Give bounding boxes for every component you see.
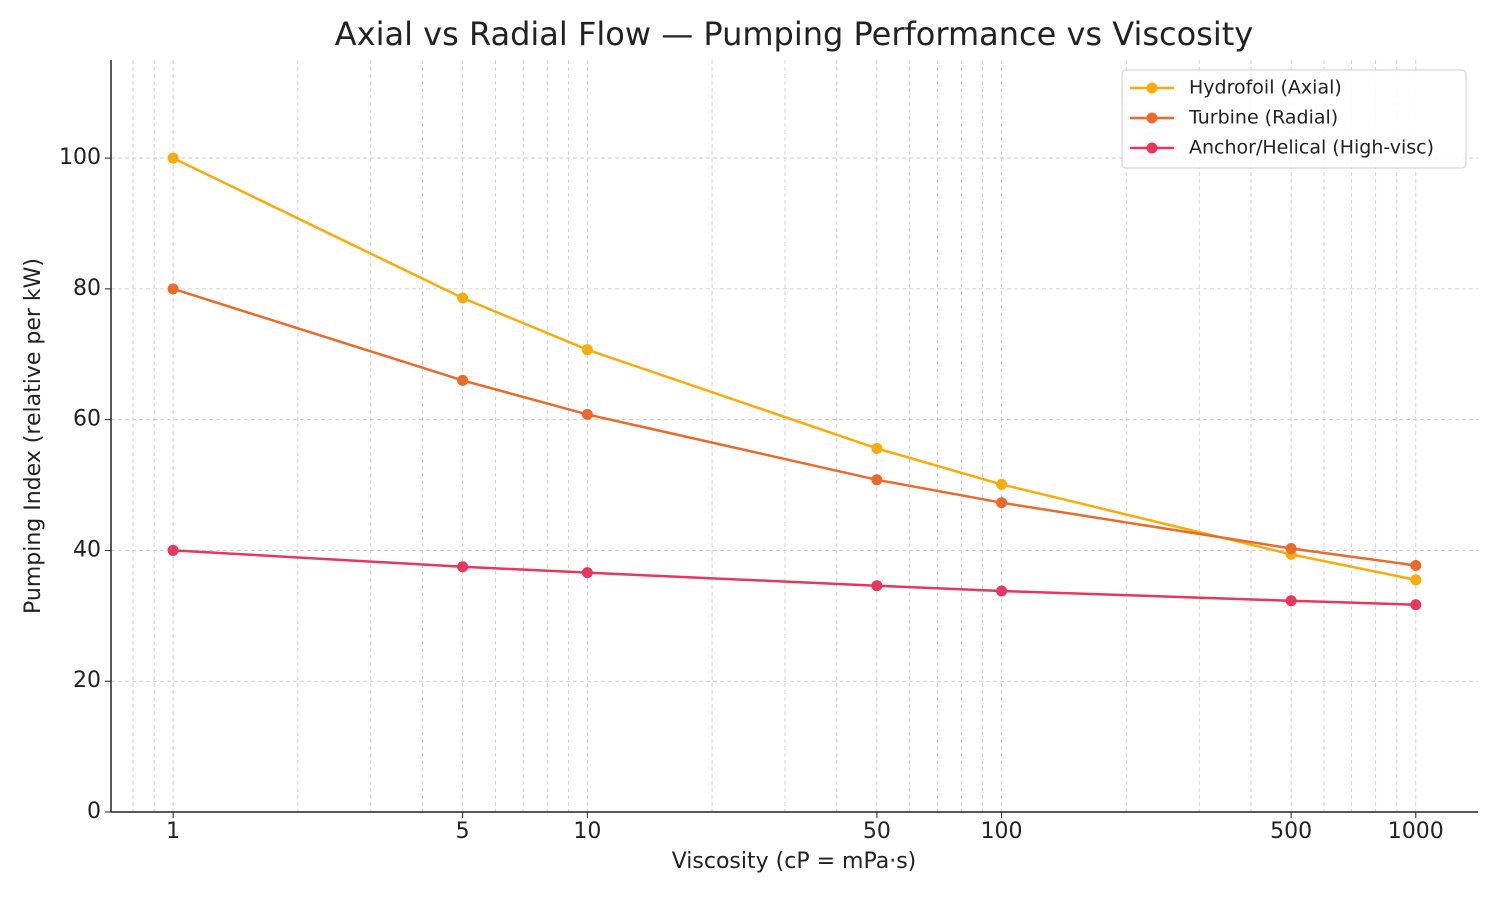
y-axis-label: Pumping Index (relative per kW) — [21, 258, 46, 614]
legend-label: Turbine (Radial) — [1188, 107, 1338, 129]
data-point — [457, 374, 469, 386]
y-tick-label: 0 — [87, 799, 101, 824]
legend-label: Hydrofoil (Axial) — [1189, 77, 1342, 99]
x-tick-label: 10 — [573, 819, 601, 844]
data-point — [457, 561, 469, 573]
y-tick-label: 40 — [73, 537, 101, 562]
y-tick-label: 60 — [73, 407, 101, 432]
x-tick-label: 100 — [981, 819, 1023, 844]
x-tick-label: 500 — [1270, 819, 1312, 844]
x-tick-label: 5 — [456, 819, 470, 844]
legend-marker — [1146, 82, 1158, 94]
x-axis-label: Viscosity (cP = mPa·s) — [672, 849, 917, 874]
data-point — [581, 344, 593, 356]
data-point — [996, 585, 1008, 597]
data-point — [1410, 599, 1422, 611]
data-point — [581, 567, 593, 579]
series-line — [172, 156, 1417, 582]
data-point — [996, 478, 1008, 490]
data-point — [167, 283, 179, 295]
y-tick-label: 100 — [59, 145, 101, 170]
legend-label: Anchor/Helical (High-visc) — [1189, 137, 1434, 159]
series-line — [172, 287, 1416, 567]
data-point — [871, 474, 883, 486]
x-tick-label: 1000 — [1388, 819, 1444, 844]
legend-box — [1121, 69, 1467, 169]
data-point — [1285, 542, 1297, 554]
data-point — [1410, 559, 1422, 571]
data-point — [581, 408, 593, 420]
data-point — [871, 580, 883, 592]
data-point — [1410, 574, 1422, 586]
data-point — [1285, 595, 1297, 607]
legend-marker — [1146, 112, 1158, 124]
x-tick-label: 50 — [863, 819, 891, 844]
y-tick-label: 80 — [73, 276, 101, 301]
legend-marker — [1146, 142, 1158, 154]
data-point — [167, 544, 179, 556]
series-line — [173, 549, 1416, 606]
data-point — [871, 442, 883, 454]
data-point — [457, 292, 469, 304]
x-tick-label: 1 — [166, 819, 180, 844]
chart-title: Axial vs Radial Flow — Pumping Performan… — [335, 15, 1253, 53]
data-point — [167, 152, 179, 164]
y-tick-label: 20 — [73, 668, 101, 693]
legend: Hydrofoil (Axial) Turbine (Radial) Anchor/… — [1121, 69, 1467, 169]
data-point — [996, 497, 1008, 509]
